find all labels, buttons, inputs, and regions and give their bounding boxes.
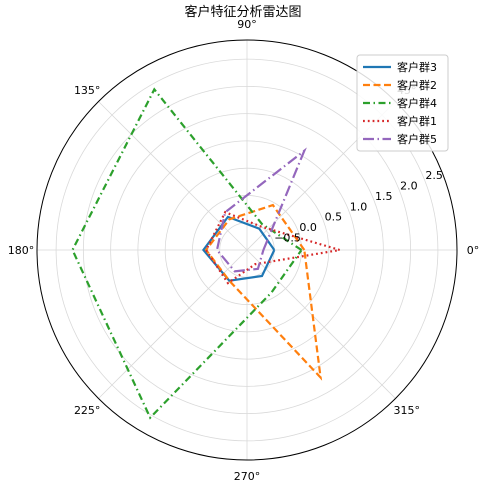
legend: 客户群3 客户群2 客户群4 客户群1 客户群5: [356, 54, 449, 152]
angle-tick-label: 315°: [394, 404, 421, 417]
polar-spine: [36, 39, 458, 461]
radial-tick-label: −0.5: [274, 232, 301, 245]
radial-tick-label: 1.0: [350, 200, 368, 213]
legend-label: 客户群2: [397, 78, 437, 92]
angular-gridline: [98, 249, 248, 399]
series-line-5: [215, 147, 307, 273]
angle-tick-label: 90°: [237, 18, 257, 31]
legend-label: 客户群5: [397, 132, 437, 146]
series-line-2: [204, 203, 323, 381]
radial-tick-label: 2.0: [400, 179, 418, 192]
radial-tick-label: 0.0: [299, 221, 317, 234]
angle-tick-label: 0°: [467, 244, 480, 257]
series-layer: [71, 87, 341, 420]
radial-tick-label: 2.5: [425, 169, 443, 182]
angular-gridline: [98, 101, 248, 251]
angle-tick-label: 135°: [74, 84, 101, 97]
series-line-4: [204, 210, 341, 285]
angular-gridline: [246, 249, 396, 399]
radial-tick-label: 1.5: [375, 190, 393, 203]
chart-title: 客户特征分析雷达图: [184, 4, 301, 20]
legend-label: 客户群1: [397, 114, 437, 128]
angle-tick-label: 180°: [8, 244, 35, 257]
polar-frame: [36, 39, 458, 461]
radial-tick-label: 0.5: [325, 211, 343, 224]
legend-label: 客户群3: [397, 60, 437, 74]
angle-tick-label: 225°: [74, 404, 101, 417]
series-line-1: [201, 215, 276, 282]
legend-label: 客户群4: [397, 96, 437, 110]
legend-box: [356, 54, 449, 152]
series-line-3: [71, 87, 303, 420]
angle-tick-label: 270°: [234, 470, 261, 483]
